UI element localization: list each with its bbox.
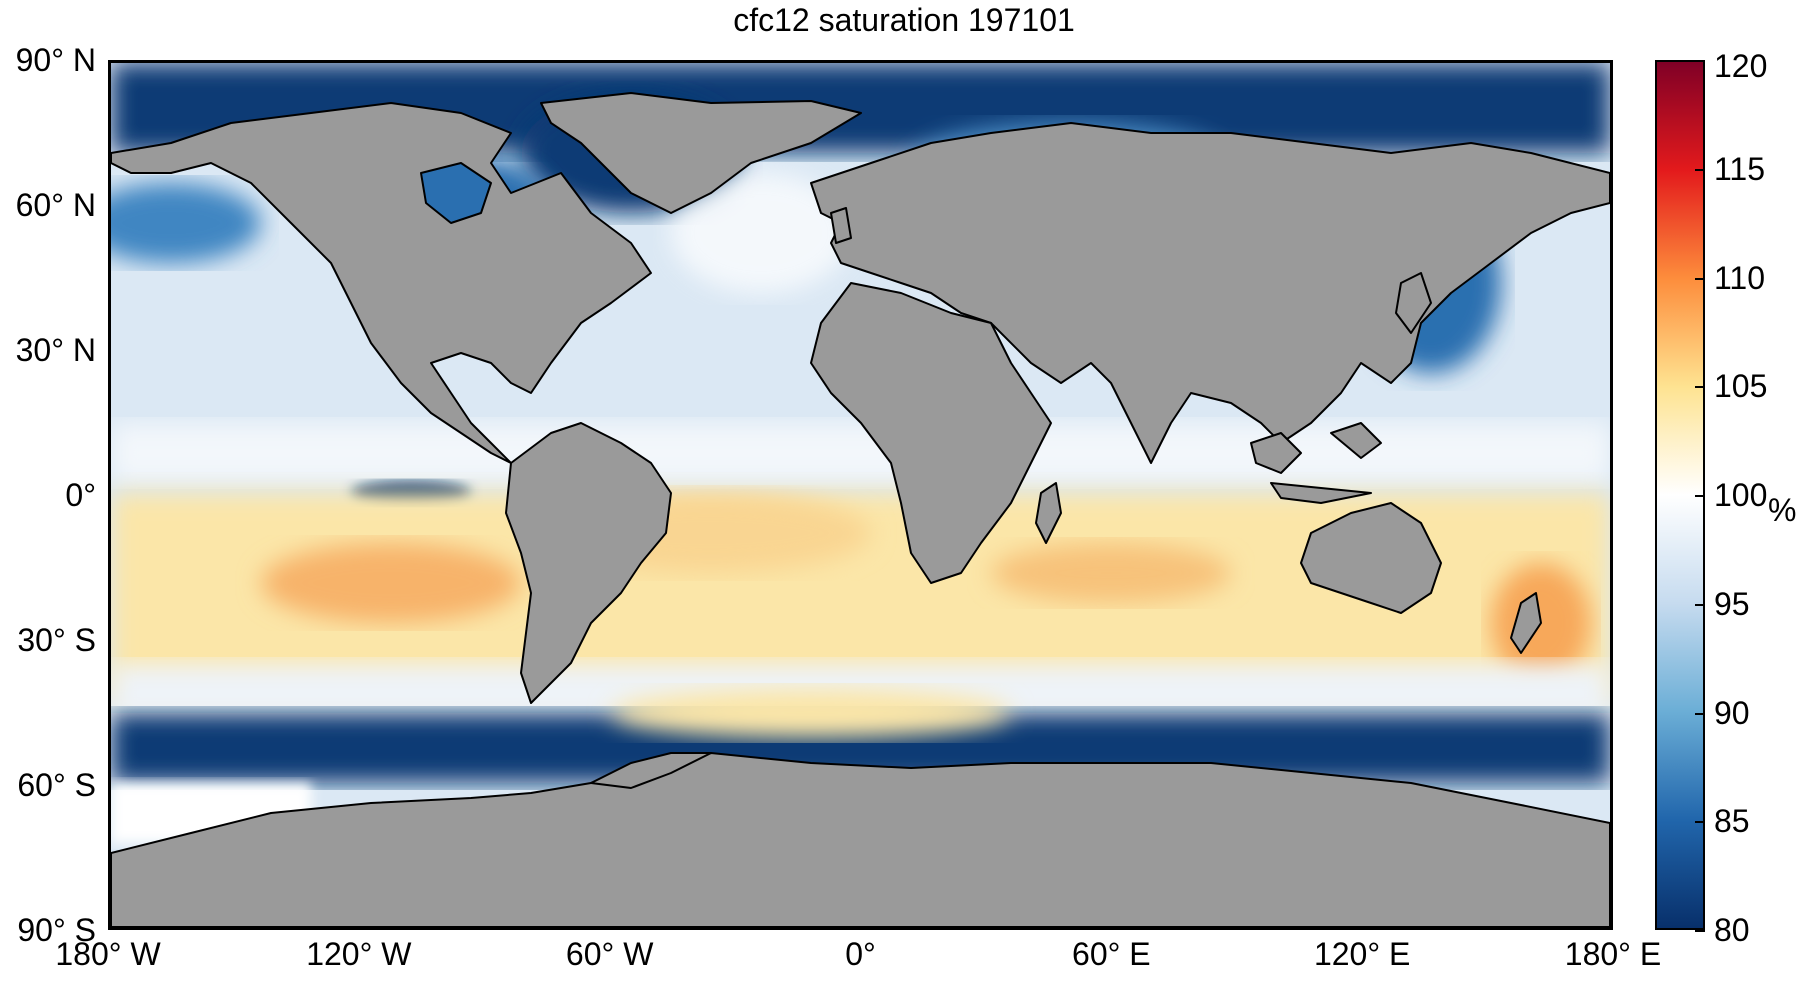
- madagascar: [1035, 482, 1062, 544]
- map-plot-area: [108, 60, 1613, 930]
- lon-tick-label: 180° E: [1564, 936, 1662, 972]
- colorbar-tick-label: 85: [1714, 803, 1750, 840]
- lat-tick-label: 30° N: [15, 332, 96, 368]
- colorbar-tick-mark: [1695, 712, 1705, 715]
- saturation-map: [111, 63, 1610, 927]
- lon-tick-label: 120° E: [1313, 936, 1411, 972]
- colorbar-tick-label: 100: [1714, 477, 1768, 513]
- colorbar-tick-label: 120: [1714, 48, 1768, 84]
- colorbar-tick-mark: [1695, 495, 1705, 497]
- colorbar-tick-mark: [1695, 168, 1705, 171]
- lat-tick-label: 30° S: [17, 622, 96, 658]
- colorbar-tick-mark: [1695, 386, 1705, 389]
- eurasia: [810, 122, 1610, 464]
- north-america: [111, 102, 652, 464]
- colorbar-tick-mark: [1695, 603, 1705, 606]
- africa: [810, 282, 1052, 584]
- new-zealand: [1510, 592, 1542, 654]
- south-america: [505, 422, 672, 704]
- lon-tick-label: 60° W: [565, 936, 654, 972]
- colorbar-tick-label: 110: [1714, 259, 1766, 296]
- colorbar-tick-mark: [1695, 277, 1705, 280]
- colorbar-tick-label: 90: [1714, 694, 1750, 731]
- lon-tick-label: 180° W: [55, 936, 161, 972]
- lat-tick-label: 90° N: [15, 42, 96, 78]
- lat-tick-label: 60° N: [15, 187, 96, 223]
- lon-tick-label: 60° E: [1072, 936, 1151, 972]
- lat-tick-label: 90° S: [17, 912, 96, 948]
- colorbar-tick-label: 105: [1714, 368, 1768, 405]
- lat-tick-label: 0°: [65, 477, 96, 513]
- colorbar-tick-mark: [1695, 930, 1705, 932]
- lon-tick-label: 0°: [845, 936, 876, 972]
- lon-tick-label: 120° W: [306, 936, 412, 972]
- colorbar-tick-mark: [1695, 60, 1705, 62]
- map-title: cfc12 saturation 197101: [733, 2, 1075, 38]
- colorbar-tick-label: 95: [1714, 585, 1750, 622]
- land-masses: [111, 92, 1610, 927]
- australia: [1300, 502, 1442, 614]
- colorbar-tick-mark: [1695, 821, 1705, 824]
- colorbar-tick-label: 80: [1714, 912, 1750, 948]
- greenland: [540, 92, 862, 214]
- colorbar-unit: %: [1768, 492, 1797, 528]
- antarctica: [111, 752, 1610, 927]
- colorbar-tick-label: 115: [1714, 150, 1766, 187]
- lat-tick-label: 60° S: [17, 767, 96, 803]
